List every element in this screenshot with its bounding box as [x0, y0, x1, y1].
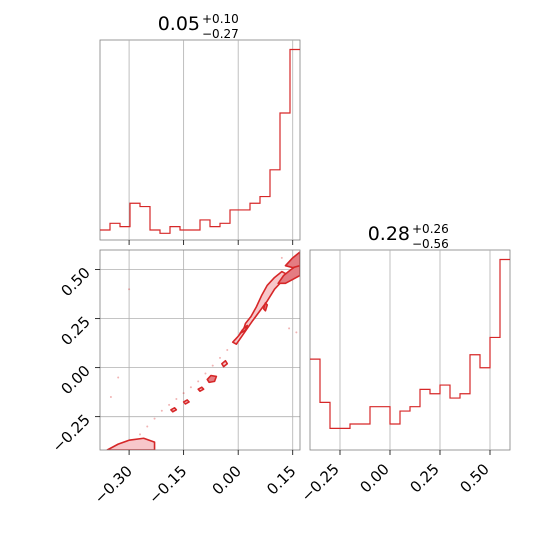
grid-lines: [128, 40, 294, 240]
x-tick-label: 0.00: [209, 462, 245, 498]
axes-frame: [99, 249, 301, 451]
title-minus: −0.27: [202, 27, 239, 41]
grid-lines: [339, 250, 491, 450]
y-tick-label: 0.00: [57, 362, 93, 398]
contour-level: [277, 262, 300, 285]
grid-lines: [100, 250, 300, 450]
sample-point: [146, 425, 149, 428]
sample-point: [219, 356, 221, 359]
sample-point: [168, 403, 171, 406]
x-tick-label: 0.15: [263, 462, 299, 498]
histogram-panel-1: 0.05 +0.10 −0.27: [99, 12, 301, 245]
sample-point: [288, 327, 291, 330]
sample-point: [189, 386, 192, 389]
histogram-panel-2: −0.25 0.00 0.25 0.50 0.28 +0.26 −0.56: [298, 222, 511, 505]
title-plus: +0.26: [412, 222, 449, 236]
x-tick-label: −0.30: [91, 462, 136, 507]
contour-content: [106, 251, 300, 450]
histogram-step-line: [100, 48, 300, 234]
contour-level: [284, 251, 300, 269]
x-tick-label: −0.25: [298, 460, 343, 505]
x-tick-label: 0.50: [456, 460, 492, 496]
sample-point: [109, 396, 112, 399]
x-tick-label: 0.25: [406, 460, 442, 496]
sample-point: [153, 417, 156, 420]
y-tick-label: 0.50: [57, 264, 93, 300]
sample-point: [295, 331, 298, 334]
sample-point: [139, 433, 141, 436]
axes-frame: [99, 39, 301, 241]
contour-level: [239, 324, 249, 335]
contour-level: [206, 374, 218, 384]
x-ticks: −0.25 0.00 0.25 0.50: [298, 450, 493, 505]
contour-level: [221, 359, 229, 368]
contour-level: [262, 302, 269, 312]
histogram-steps: [310, 258, 510, 429]
histogram-step-line: [310, 258, 510, 429]
sample-point: [117, 376, 120, 379]
contour-panel: −0.30 −0.15 0.00 0.15 −0.25 0.00 0.25 0.50: [49, 249, 301, 507]
y-tick-label: 0.25: [57, 313, 93, 349]
sample-point: [197, 380, 200, 383]
title-plus: +0.10: [202, 12, 239, 26]
title-minus: −0.56: [412, 237, 449, 251]
x-tick-label: 0.00: [356, 460, 392, 496]
contour-level: [170, 407, 178, 413]
x-tick-label: −0.15: [145, 462, 190, 507]
sample-point: [128, 288, 131, 291]
y-tick-label: −0.25: [49, 411, 94, 456]
contour-level: [182, 399, 190, 405]
axes-frame: [309, 249, 511, 451]
title-value: 0.05: [158, 13, 200, 35]
sample-point: [280, 256, 283, 259]
histogram-steps: [100, 48, 300, 234]
contour-level: [106, 437, 156, 450]
sample-point: [175, 398, 178, 401]
sample-point: [160, 409, 163, 412]
sample-point: [204, 372, 207, 375]
sample-point: [182, 392, 185, 395]
x-ticks: [128, 240, 294, 245]
sample-point: [226, 349, 229, 351]
title-value: 0.28: [368, 223, 410, 245]
contour-level: [197, 386, 205, 392]
sample-point: [211, 364, 214, 367]
